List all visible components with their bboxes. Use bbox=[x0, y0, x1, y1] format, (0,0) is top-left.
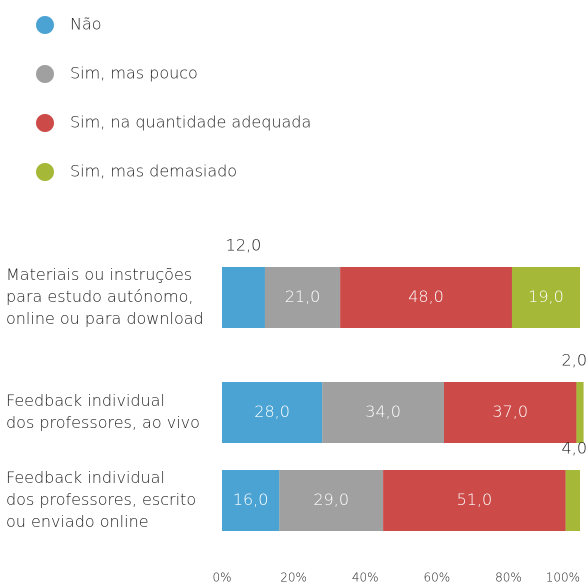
x-tick-label: 40% bbox=[352, 571, 379, 585]
legend-swatch bbox=[36, 16, 54, 34]
category-label: Feedback individual bbox=[6, 468, 165, 487]
category-label: para estudo autónomo, bbox=[6, 287, 193, 306]
bar-segment bbox=[279, 470, 384, 531]
legend-label: Sim, mas pouco bbox=[70, 64, 198, 83]
x-tick-label: 60% bbox=[423, 571, 450, 585]
bar-segment bbox=[565, 470, 580, 531]
data-label: 34,0 bbox=[365, 402, 401, 421]
data-label: 12,0 bbox=[226, 236, 262, 255]
bar-segment bbox=[443, 382, 577, 443]
legend-label: Não bbox=[70, 15, 102, 34]
bar-segment bbox=[222, 267, 265, 328]
data-label: 37,0 bbox=[492, 402, 528, 421]
data-label: 51,0 bbox=[457, 490, 493, 509]
legend-swatch bbox=[36, 114, 54, 132]
data-label: 28,0 bbox=[254, 402, 290, 421]
legend-swatch bbox=[36, 163, 54, 181]
x-tick-label: 20% bbox=[280, 571, 307, 585]
bar-segment bbox=[340, 267, 512, 328]
category-label: dos professores, ao vivo bbox=[6, 413, 200, 432]
bar-segment bbox=[264, 267, 341, 328]
bar-segment bbox=[222, 382, 323, 443]
bar-segment bbox=[383, 470, 566, 531]
data-label: 16,0 bbox=[233, 490, 269, 509]
x-tick-label: 0% bbox=[212, 571, 231, 585]
bar-segment bbox=[511, 267, 580, 328]
data-label: 19,0 bbox=[528, 287, 564, 306]
x-tick-label: 80% bbox=[495, 571, 522, 585]
data-label: 48,0 bbox=[408, 287, 444, 306]
legend-swatch bbox=[36, 65, 54, 83]
category-label: dos professores, escrito bbox=[6, 490, 196, 509]
legend-label: Sim, na quantidade adequada bbox=[70, 113, 311, 132]
data-label: 2,0 bbox=[562, 351, 587, 370]
data-label: 29,0 bbox=[313, 490, 349, 509]
category-label: online ou para download bbox=[6, 309, 204, 328]
legend-label: Sim, mas demasiado bbox=[70, 162, 237, 181]
data-label: 21,0 bbox=[285, 287, 321, 306]
data-label: 4,0 bbox=[562, 439, 587, 458]
x-tick-label: 100% bbox=[546, 571, 580, 585]
category-label: Materiais ou instruções bbox=[6, 265, 192, 284]
category-label: ou enviado online bbox=[6, 512, 149, 531]
category-label: Feedback individual bbox=[6, 391, 165, 410]
bar-segment bbox=[322, 382, 444, 443]
bar-segment bbox=[222, 470, 280, 531]
bar-segment bbox=[576, 382, 584, 443]
